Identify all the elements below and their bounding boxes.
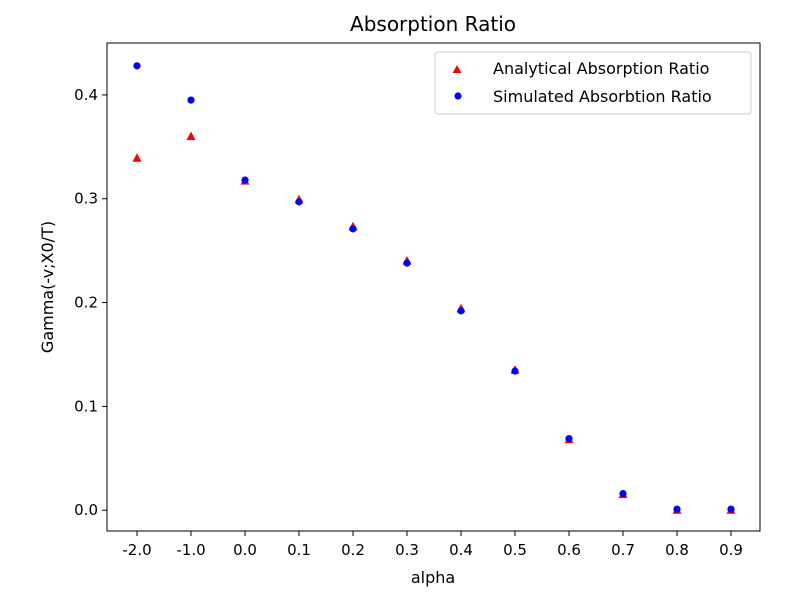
x-tick-label: 0.0 [233,541,257,559]
x-axis-label: alpha [411,568,455,587]
x-tick-label: 0.6 [557,541,581,559]
y-axis: 0.0 0.1 0.2 0.3 0.4 [74,86,107,519]
simulated-point [727,505,735,513]
plot-frame [106,42,761,532]
simulated-point [511,367,519,375]
y-tick-label: 0.0 [74,501,98,519]
y-tick-label: 0.4 [74,86,98,104]
y-axis-label: Gamma(-v;X0/T) [38,221,57,353]
x-tick-label: 0.2 [341,541,365,559]
legend-marker-simulated [454,92,462,100]
simulated-point [565,434,573,443]
x-tick-label: 0.5 [503,541,527,559]
y-tick-label: 0.3 [74,190,98,208]
x-tick-label: 0.3 [395,541,419,559]
analytical-point [132,153,142,162]
simulated-point [619,490,627,498]
x-tick-label: 0.1 [287,541,311,559]
x-tick-label: 0.9 [719,541,743,559]
x-axis: -2.0 -1.0 0.0 0.1 0.2 0.3 0.4 0.5 0.6 0.7 0.8 0.9 [122,531,743,559]
simulated-point [349,225,357,233]
legend-marker-analytical [452,65,462,73]
simulated-point [673,505,681,513]
y-tick-label: 0.1 [74,397,98,415]
x-tick-label: -2.0 [122,541,151,559]
simulated-point [133,62,141,70]
simulated-point [187,96,195,104]
legend: Analytical Absorption Ratio Simulated Ab… [434,51,752,115]
simulated-point [457,307,465,315]
x-tick-label: -1.0 [176,541,205,559]
legend-label-simulated: Simulated Absorbtion Ratio [493,87,712,106]
legend-box [434,51,752,115]
simulated-point [241,176,249,184]
data-points [132,62,736,514]
chart-title: Absorption Ratio [350,12,516,36]
x-tick-label: 0.7 [611,541,635,559]
legend-label-analytical: Analytical Absorption Ratio [493,59,709,78]
simulated-point [403,259,411,267]
y-tick-label: 0.2 [74,294,98,312]
x-tick-label: 0.4 [449,541,473,559]
analytical-point [186,131,196,140]
x-tick-label: 0.8 [665,541,689,559]
simulated-point [295,198,303,206]
